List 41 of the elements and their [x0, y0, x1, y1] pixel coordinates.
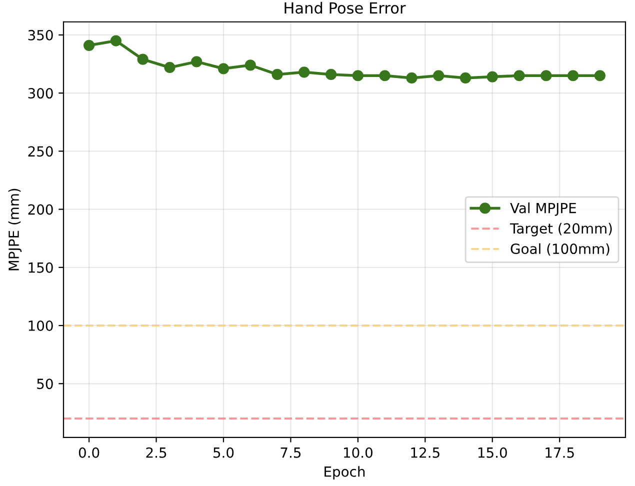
point	[164, 62, 176, 74]
x-tick-label: 17.5	[546, 448, 574, 458]
point	[137, 54, 148, 65]
y-tick-label: 300	[28, 88, 53, 99]
y-tick-label: 100	[28, 320, 53, 331]
point	[218, 63, 230, 74]
x-tick-label: 0.0	[78, 447, 100, 458]
point	[244, 60, 256, 71]
legend-label: Val MPJPE	[510, 202, 576, 216]
point	[191, 56, 202, 68]
x-tick-label: 7.5	[280, 448, 301, 458]
point	[406, 72, 418, 84]
y-axis-title: MPJPE (mm)	[8, 188, 22, 270]
point	[486, 71, 498, 82]
point	[83, 40, 95, 51]
y-tick-label: 350	[28, 30, 53, 40]
point	[298, 66, 310, 78]
point	[594, 70, 606, 82]
point	[567, 70, 579, 82]
point	[272, 68, 283, 80]
x-tick-label: 15.0	[478, 447, 507, 458]
x-axis-title: Epoch	[324, 466, 365, 480]
y-tick-label: 150	[28, 262, 53, 273]
point	[514, 70, 525, 82]
legend-label: Target (20mm)	[510, 222, 612, 236]
point	[325, 68, 337, 80]
legend-label: Goal (100mm)	[510, 243, 610, 256]
point	[540, 70, 552, 82]
point	[433, 70, 444, 82]
y-tick-label: 250	[28, 146, 53, 157]
x-tick-label: 2.5	[146, 447, 166, 458]
point	[352, 70, 364, 82]
point	[110, 35, 122, 46]
y-tick-label: 50	[37, 378, 53, 390]
point	[379, 70, 390, 82]
point	[460, 72, 472, 84]
x-tick-label: 10.0	[344, 447, 372, 458]
y-tick-label: 200	[28, 204, 53, 215]
x-tick-label: 12.5	[411, 447, 440, 458]
chart-title: Hand Pose Error	[284, 2, 406, 14]
x-tick-label: 5.0	[214, 447, 234, 458]
